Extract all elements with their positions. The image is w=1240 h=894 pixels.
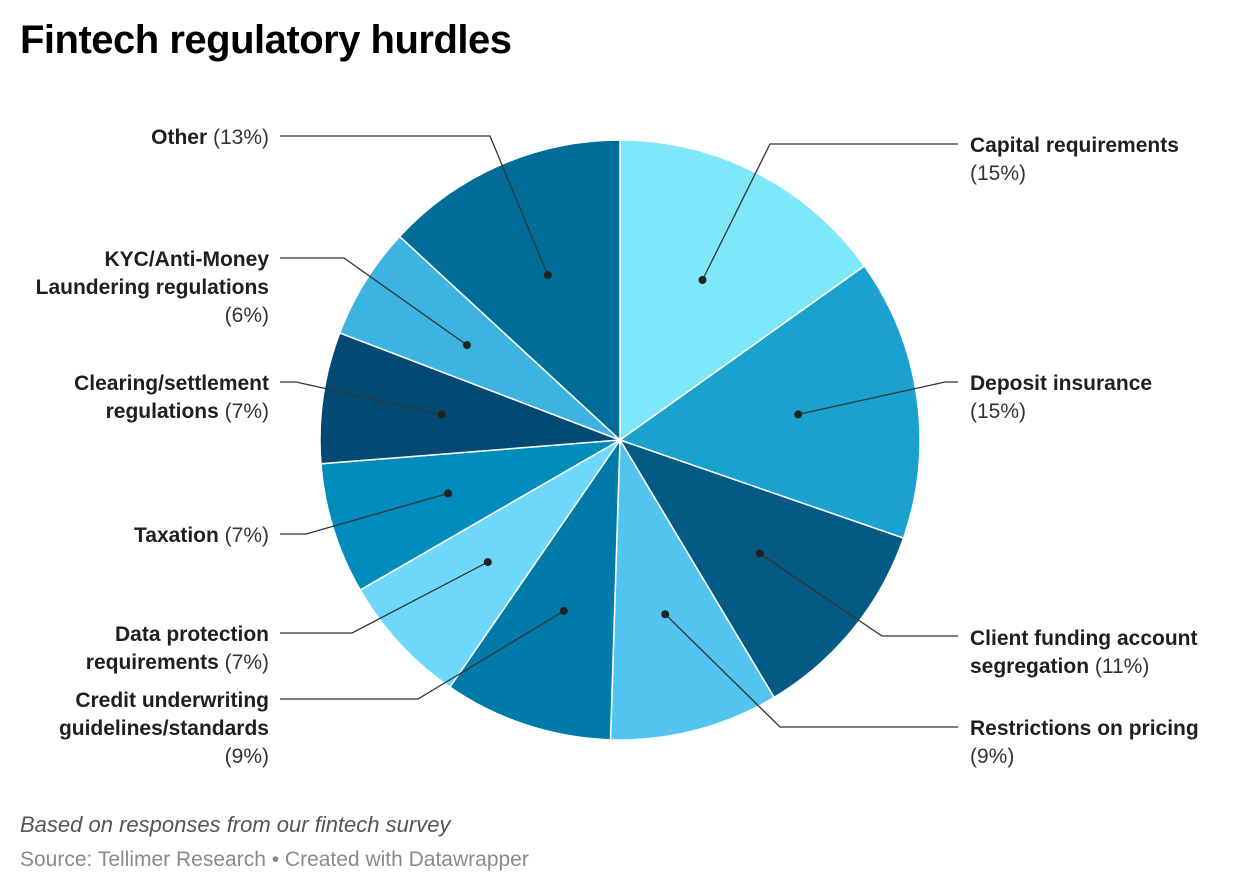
- leader-dot: [698, 276, 707, 284]
- slice-label: Client funding account: [970, 627, 1197, 650]
- slice-label: (9%): [225, 745, 269, 768]
- leader-dot: [559, 607, 568, 615]
- pie-slice: [398, 139, 621, 442]
- leader-dot: [794, 410, 803, 419]
- pie-slice: [609, 437, 776, 741]
- slice-label: (15%): [970, 400, 1026, 423]
- leader-dot: [661, 610, 670, 619]
- slice-label: Restrictions on pricing: [970, 717, 1199, 740]
- leader-line: [701, 143, 958, 281]
- slice-label: requirements (7%): [86, 651, 269, 674]
- pie-slices: [319, 139, 921, 741]
- slice-label: Other (13%): [151, 126, 269, 149]
- leader-dot: [463, 341, 471, 350]
- leader-line: [759, 552, 958, 637]
- slice-label: Deposit insurance: [970, 372, 1152, 395]
- slice-label: segregation (11%): [970, 655, 1149, 678]
- slice-label: Data protection: [115, 623, 269, 646]
- leader-line: [280, 135, 549, 276]
- pie-slice: [320, 439, 621, 592]
- slice-label: (6%): [225, 304, 269, 327]
- slice-label: Capital requirements: [970, 134, 1179, 157]
- leader-dot: [755, 549, 764, 558]
- leader-line: [280, 610, 565, 700]
- leader-line: [280, 257, 468, 346]
- leader-line: [280, 561, 489, 634]
- slice-label: (15%): [970, 162, 1026, 185]
- slice-labels: Capital requirements (15%) Deposit insuran…: [36, 126, 1199, 768]
- pie-slice: [448, 437, 621, 741]
- leader-line: [664, 613, 958, 728]
- slice-label: KYC/Anti-Money: [105, 248, 270, 271]
- leader-dot: [444, 489, 453, 498]
- chart-title: Fintech regulatory hurdles: [20, 18, 512, 62]
- chart-source: Source: Tellimer Research • Created with…: [20, 848, 529, 871]
- leader-line: [280, 492, 449, 535]
- pie-chart: Capital requirements (15%) Deposit insuran…: [36, 126, 1199, 768]
- leader-line: [280, 381, 442, 416]
- slice-label: (9%): [970, 745, 1014, 768]
- leader-dot: [437, 410, 446, 419]
- slice-label: Clearing/settlement: [74, 372, 269, 395]
- leader-lines: [280, 135, 958, 728]
- pie-slice: [319, 331, 621, 465]
- chart-notes: Based on responses from our fintech surv…: [20, 812, 451, 837]
- leader-dot: [543, 271, 552, 280]
- slice-label: Laundering regulations: [36, 276, 269, 299]
- pie-slice: [619, 139, 866, 442]
- slice-label: Taxation (7%): [134, 524, 269, 547]
- leader-line: [798, 381, 958, 416]
- pie-slice: [618, 264, 921, 540]
- slice-label: Credit underwriting: [75, 689, 269, 712]
- leader-dot: [483, 558, 492, 567]
- slice-label: guidelines/standards: [59, 717, 269, 740]
- slice-label: regulations (7%): [106, 400, 269, 423]
- pie-slice: [618, 438, 905, 699]
